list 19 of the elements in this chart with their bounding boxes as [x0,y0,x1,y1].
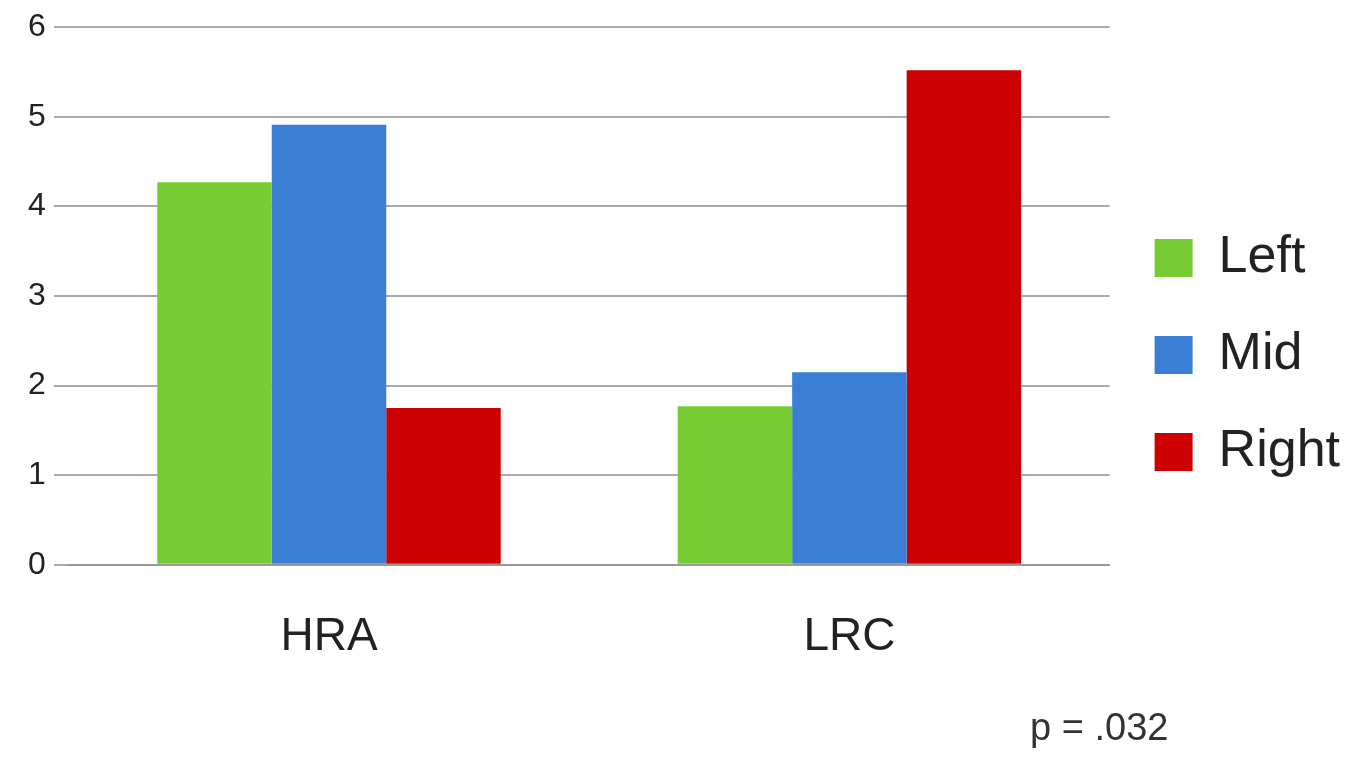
text: p = .032 [1030,706,1169,748]
bar [157,182,272,564]
bar [677,406,793,564]
legend-label: Left [1218,225,1306,284]
y-tick-label: 6 [28,7,46,44]
x-tick-label: HRA [280,608,378,661]
y-tick-label: 1 [28,455,46,492]
legend-label: Right [1218,419,1341,478]
y-tick-label: 2 [28,365,46,402]
y-tick-label: 4 [28,186,46,223]
y-tick-label: 5 [28,96,46,133]
bar [271,124,387,564]
bar [792,372,907,564]
y-tick-label: 3 [28,275,46,312]
bar [386,408,501,564]
legend-label: Mid [1218,322,1303,381]
x-tick-label: LRC [803,608,896,661]
y-tick-label: 0 [28,544,46,581]
bar [906,70,1022,564]
